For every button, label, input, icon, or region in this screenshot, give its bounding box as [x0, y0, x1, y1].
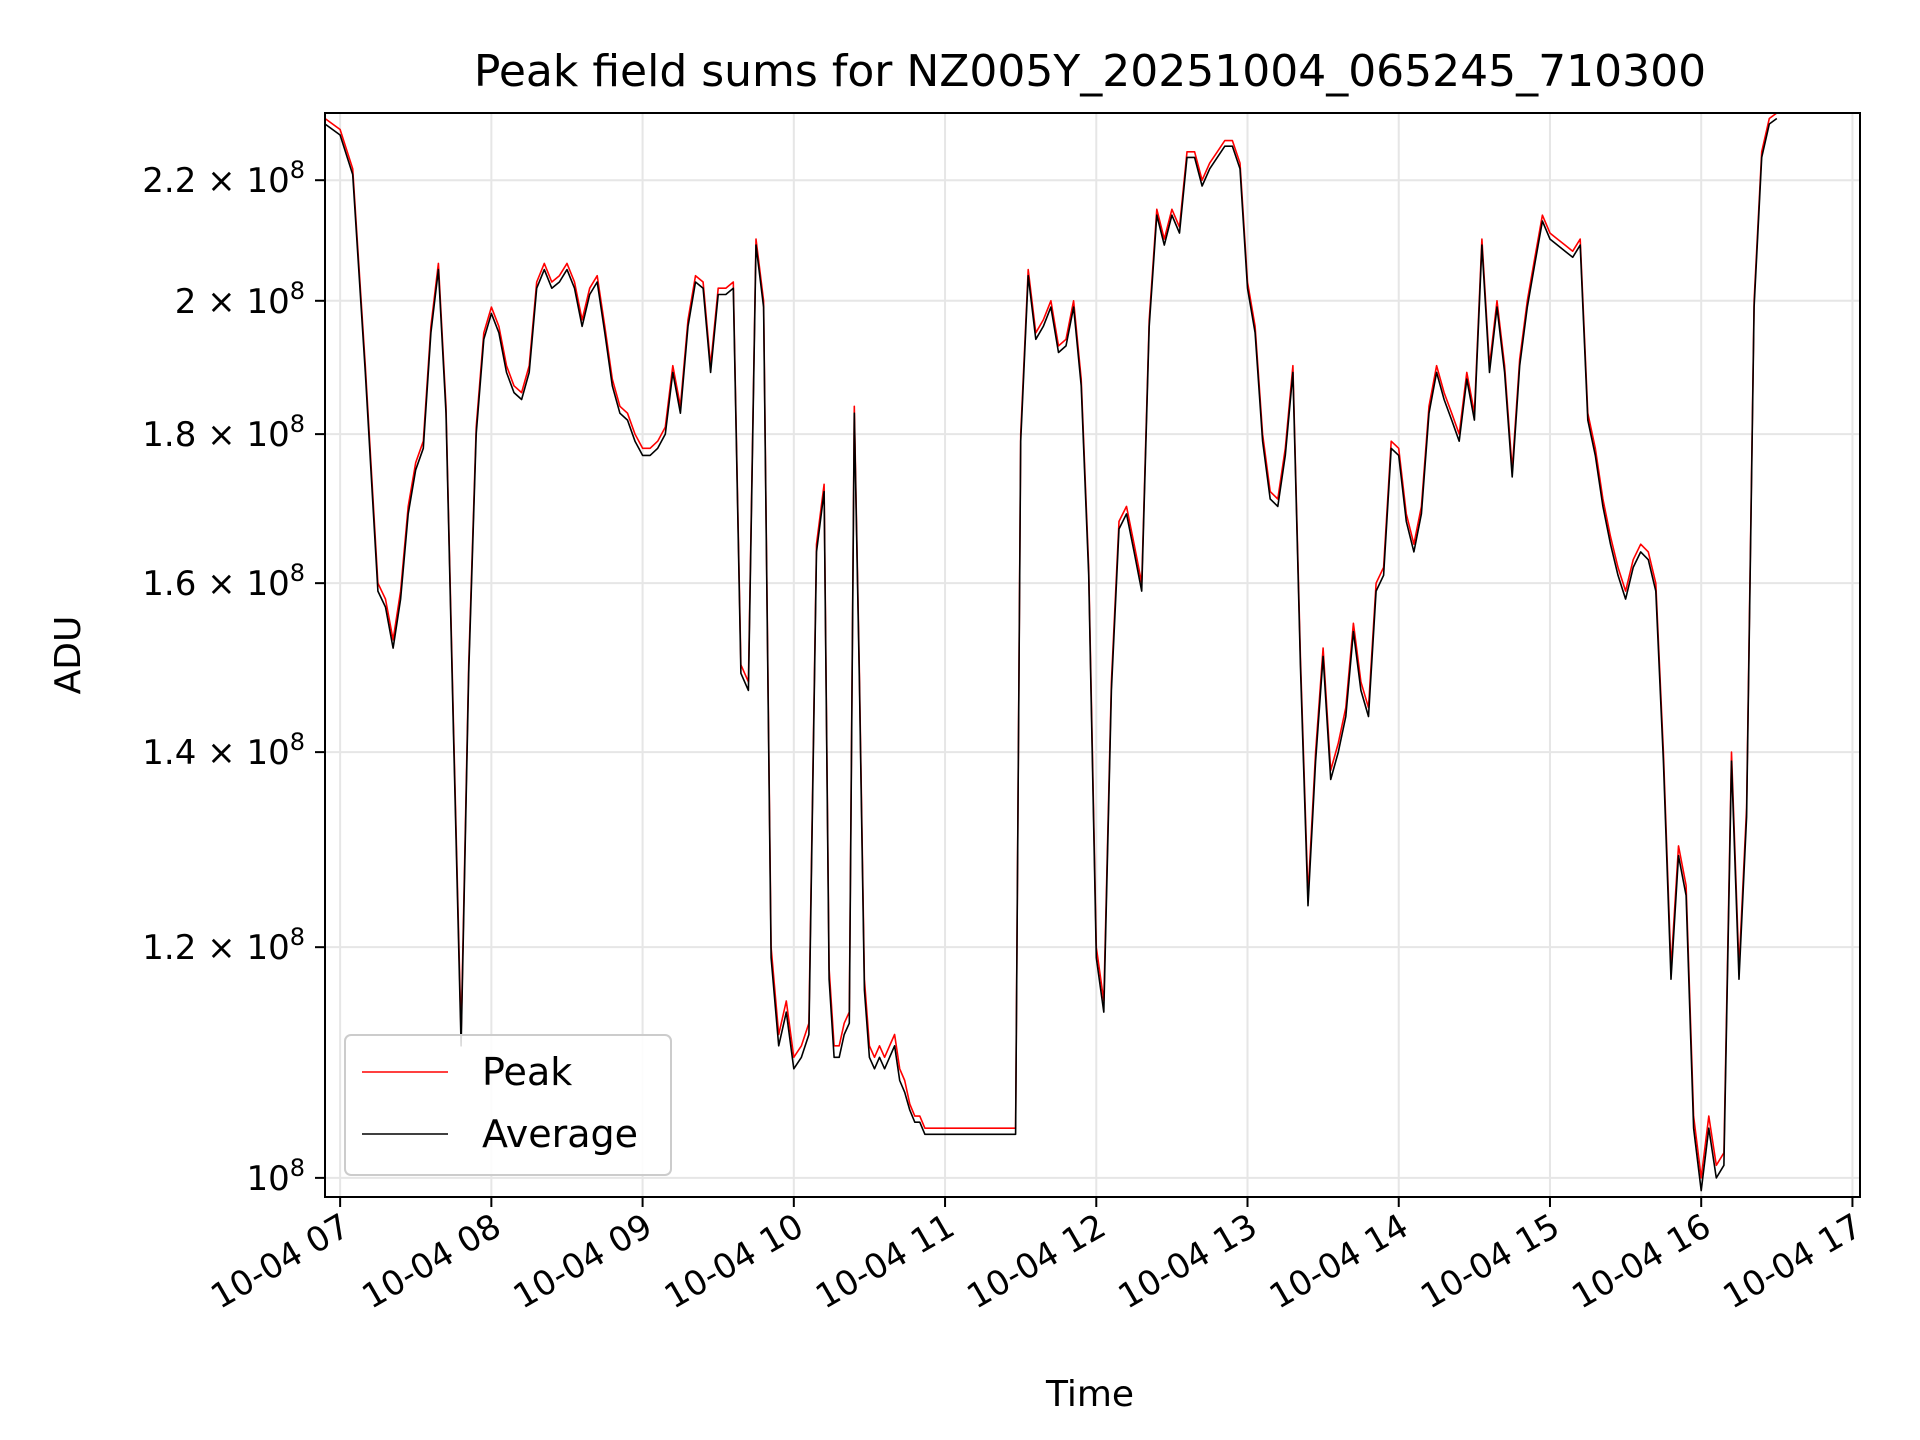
y-tick-exponent: 8	[290, 410, 305, 438]
y-tick-base: 10	[246, 928, 289, 968]
y-tick-exponent: 8	[290, 923, 305, 951]
y-tick-mantissa: 1.2	[142, 928, 196, 968]
legend: Peak Average	[344, 1034, 672, 1176]
y-tick-exponent: 8	[290, 277, 305, 305]
series-layer	[324, 112, 1778, 1192]
y-tick-label: 2.2 × 108	[142, 156, 305, 201]
legend-label-peak: Peak	[482, 1050, 572, 1094]
y-tick-label: 1.2 × 108	[142, 923, 305, 968]
chart-title: Peak field sums for NZ005Y_20251004_0652…	[474, 46, 1706, 97]
y-tick-mantissa: 1.4	[142, 733, 196, 773]
y-tick-exponent: 8	[290, 156, 305, 184]
y-tick-label: 1.6 × 108	[142, 559, 305, 604]
x-axis-label: Time	[1045, 1374, 1134, 1415]
y-tick-base: 10	[246, 282, 289, 322]
y-tick-label: 1.4 × 108	[142, 728, 305, 773]
y-tick-mantissa: 2	[175, 282, 197, 322]
y-tick-exponent: 8	[290, 728, 305, 756]
legend-box	[344, 1034, 672, 1176]
y-tick-base: 10	[246, 733, 289, 773]
legend-label-average: Average	[482, 1112, 638, 1156]
y-tick-base: 10	[246, 564, 289, 604]
y-tick-mantissa: 1.6	[142, 564, 196, 604]
y-tick-times: ×	[196, 564, 246, 604]
series-line-average	[324, 117, 1778, 1192]
y-tick-base: 10	[246, 161, 289, 201]
y-tick-label: 1.8 × 108	[142, 410, 305, 455]
y-axis-label: ADU	[48, 616, 89, 695]
y-tick-times: ×	[196, 928, 246, 968]
y-tick-times: ×	[196, 161, 246, 201]
y-tick-mantissa: 1.8	[142, 415, 196, 455]
y-tick-label: 108	[246, 1154, 305, 1199]
y-tick-base: 10	[246, 415, 289, 455]
y-tick-times: ×	[196, 282, 246, 322]
y-tick-times: ×	[196, 733, 246, 773]
y-tick-exponent: 8	[290, 1154, 305, 1182]
y-tick-times: ×	[196, 415, 246, 455]
y-tick-label: 2 × 108	[175, 277, 305, 322]
plot-frame	[324, 112, 1861, 1198]
y-tick-exponent: 8	[290, 559, 305, 587]
y-tick-mantissa: 2.2	[142, 161, 196, 201]
y-tick-base: 10	[246, 1159, 289, 1199]
